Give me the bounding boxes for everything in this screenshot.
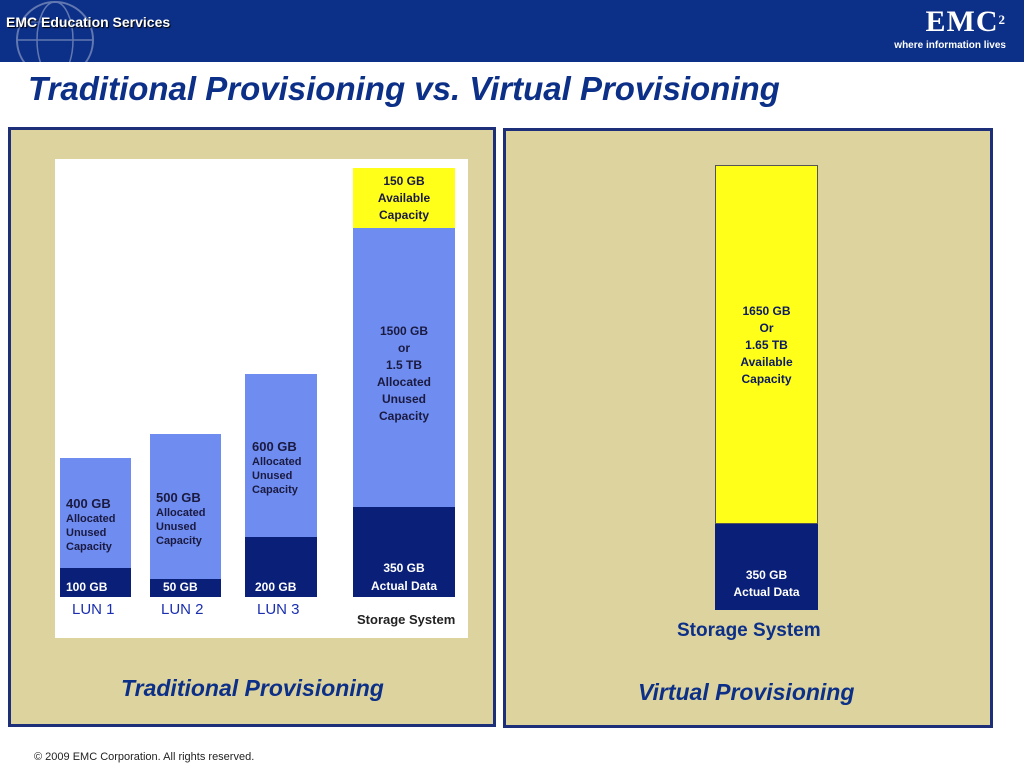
traditional-available-bar xyxy=(353,168,455,228)
page-title: Traditional Provisioning vs. Virtual Pro… xyxy=(28,70,780,107)
traditional-actual-bar xyxy=(353,507,455,597)
lun2-used-bar xyxy=(150,579,221,597)
emc-logo: EMC2 where information lives xyxy=(894,5,1006,52)
lun3-label: LUN 3 xyxy=(257,601,300,618)
lun3-unused-size: 600 GB xyxy=(252,439,297,454)
lun2-label: LUN 2 xyxy=(161,601,204,618)
lun3-unused-desc: Allocated Unused Capacity xyxy=(252,456,302,496)
traditional-unused-bar xyxy=(353,228,455,507)
virtual-actual-text: 350 GB Actual Data xyxy=(733,568,800,599)
traditional-caption: Traditional Provisioning xyxy=(121,675,384,701)
globe-icon xyxy=(16,1,94,62)
lun3-used-bar xyxy=(245,537,317,597)
lun2-unused-bar xyxy=(150,434,221,579)
lun3-unused-bar xyxy=(245,374,317,537)
virtual-available-bar xyxy=(715,165,818,524)
education-services-brand: EMC Education Services xyxy=(6,14,171,30)
virtual-caption: Virtual Provisioning xyxy=(638,679,855,705)
traditional-available-text: 150 GB Available Capacity xyxy=(377,174,431,222)
virtual-actual-bar xyxy=(715,524,818,610)
lun2-used-label: 50 GB xyxy=(163,580,198,594)
lun1-unused-desc: Allocated Unused Capacity xyxy=(66,513,116,553)
lun2-unused-desc: Allocated Unused Capacity xyxy=(156,507,206,547)
traditional-unused-text: 1500 GB or 1.5 TB Allocated Unused Capac… xyxy=(376,324,431,423)
lun1-used-label: 100 GB xyxy=(66,580,108,594)
traditional-actual-text: 350 GB Actual Data xyxy=(370,561,438,593)
copyright-footer: © 2009 EMC Corporation. All rights reser… xyxy=(34,751,255,763)
virtual-available-text: 1650 GB Or 1.65 TB Available Capacity xyxy=(740,304,793,386)
lun1-unused-bar xyxy=(60,458,131,568)
header-bar: EMC Education Services EMC2 where inform… xyxy=(0,0,1024,62)
traditional-storage-label: Storage System xyxy=(357,612,456,627)
lun3-used-label: 200 GB xyxy=(255,580,297,594)
logo-tagline: where information lives xyxy=(894,40,1006,51)
lun1-label: LUN 1 xyxy=(72,601,115,618)
logo-text: EMC2 xyxy=(925,5,1006,38)
lun2-unused-size: 500 GB xyxy=(156,490,201,505)
lun1-unused-size: 400 GB xyxy=(66,496,111,511)
lun1-used-bar xyxy=(60,568,131,597)
virtual-storage-label: Storage System xyxy=(677,620,821,641)
